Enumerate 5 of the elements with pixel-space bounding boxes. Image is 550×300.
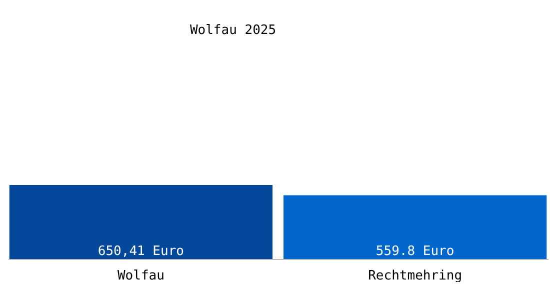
data-label: 650,41 Euro xyxy=(98,244,184,259)
x-tick-label: Rechtmehring xyxy=(368,268,462,284)
x-tick-label: Wolfau xyxy=(117,268,164,284)
data-label: 559.8 Euro xyxy=(376,244,454,259)
chart-title: Wolfau 2025 xyxy=(190,23,276,38)
